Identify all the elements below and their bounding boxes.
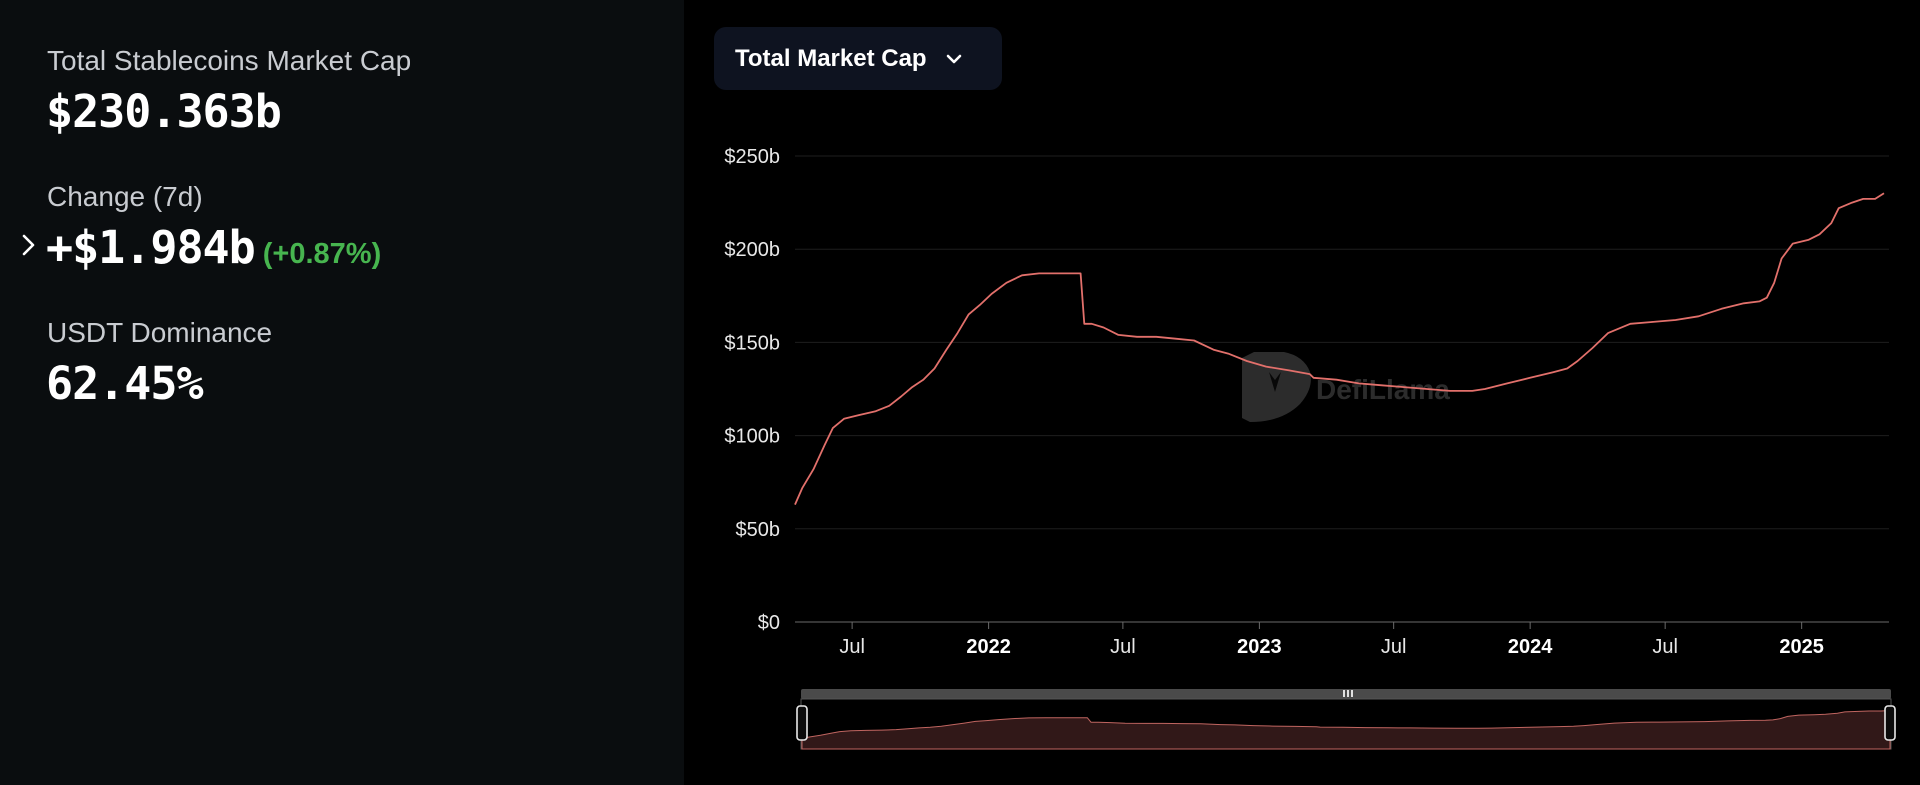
range-slider-preview-area [801,709,1891,750]
y-tick-label: $200b [724,239,780,261]
x-tick-label: 2023 [1237,636,1282,658]
x-tick-label: Jul [1110,636,1136,658]
change-7d-label: Change (7d) [47,181,203,212]
y-axis: $0 $50b $100b $150b $200b $250b [724,146,780,634]
y-tick-label: $100b [724,426,780,448]
total-market-cap-label: Total Stablecoins Market Cap [47,45,412,76]
series-line-total-market-cap [794,192,1885,505]
x-tick-label: 2025 [1779,636,1824,658]
range-slider-track[interactable] [801,689,1891,699]
stats-panel: Total Stablecoins Market Cap $230.363b C… [0,0,684,785]
x-tick-label: Jul [839,636,865,658]
x-tick-label: Jul [1381,636,1407,658]
x-axis: Jul 2022 Jul 2023 Jul 2024 Jul 2025 [839,622,1824,658]
metric-selector-label: Total Market Cap [735,44,927,72]
defillama-logo-icon [1242,352,1311,422]
x-tick-label: Jul [1652,636,1678,658]
y-tick-label: $0 [758,612,780,634]
y-tick-label: $50b [736,519,781,541]
range-slider-left-handle[interactable] [796,705,808,741]
usdt-dominance-value: 62.45% [46,357,204,410]
chevron-right-icon[interactable] [20,232,38,258]
metric-selector-button[interactable]: Total Market Cap [714,27,1002,90]
defillama-watermark: DefiLlama [1242,352,1450,422]
change-7d-value: +$1.984b (+0.87%) [46,221,381,274]
total-market-cap-value: $230.363b [46,85,282,138]
change-7d-percent: (+0.87%) [262,238,382,270]
market-cap-chart[interactable]: $0 $50b $100b $150b $200b $250b Jul 2022 Jul 202… [684,0,1920,785]
y-tick-label: $250b [724,146,780,168]
chart-panel [684,0,1920,785]
x-tick-label: 2024 [1508,636,1553,658]
usdt-dominance-label: USDT Dominance [47,317,273,348]
change-7d-amount: +$1.984b [46,221,256,274]
range-slider[interactable] [796,689,1896,750]
range-slider-grip-icon[interactable] [1343,690,1353,697]
llama-glyph-icon [1269,372,1281,392]
chevron-down-icon [946,54,961,63]
x-tick-label: 2022 [966,636,1011,658]
chart-grid [795,155,1889,623]
range-slider-right-handle[interactable] [1884,705,1896,741]
y-tick-label: $150b [724,332,780,354]
